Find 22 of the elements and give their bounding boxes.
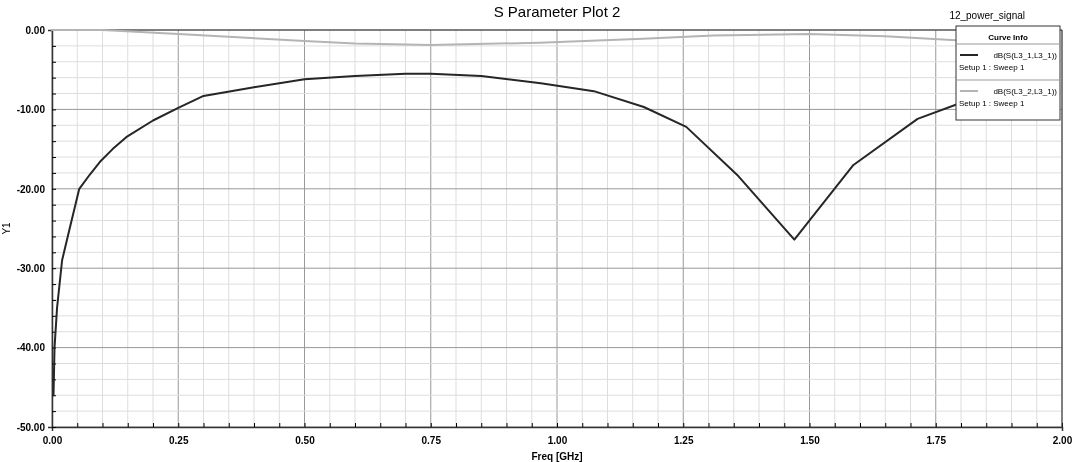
x-tick-label: 1.00 — [547, 435, 568, 446]
x-tick-label: 0.00 — [42, 435, 63, 446]
x-tick-label: 0.50 — [295, 435, 316, 446]
x-tick-label: 0.75 — [421, 435, 442, 446]
x-tick-label: 2.00 — [1052, 435, 1073, 446]
legend-label: dB(S(L3_1,L3_1)) Setup 1 : Sweep 1 — [959, 51, 1058, 72]
y-tick-label: -20.00 — [16, 183, 46, 195]
legend-title: Curve Info — [988, 33, 1028, 42]
y-tick-label: -10.00 — [16, 104, 46, 116]
x-tick-label: 1.50 — [800, 435, 821, 446]
legend-label: dB(S(L3_2,L3_1)) Setup 1 : Sweep 1 — [959, 87, 1058, 108]
x-axis-title: Freq [GHz] — [531, 451, 583, 462]
y-axis-title: Y1 — [1, 221, 12, 235]
y-tick-label: -50.00 — [16, 421, 46, 433]
x-tick-label: 1.75 — [926, 435, 947, 446]
y-tick-label: -30.00 — [16, 262, 46, 274]
y-tick-label: -40.00 — [16, 342, 46, 354]
x-tick-label: 1.25 — [674, 435, 694, 446]
chart-subtitle: 12_power_signal — [949, 10, 1025, 21]
x-tick-label: 0.25 — [169, 435, 189, 446]
y-tick-label: 0.00 — [25, 24, 46, 36]
chart-title: S Parameter Plot 2 — [493, 3, 621, 20]
